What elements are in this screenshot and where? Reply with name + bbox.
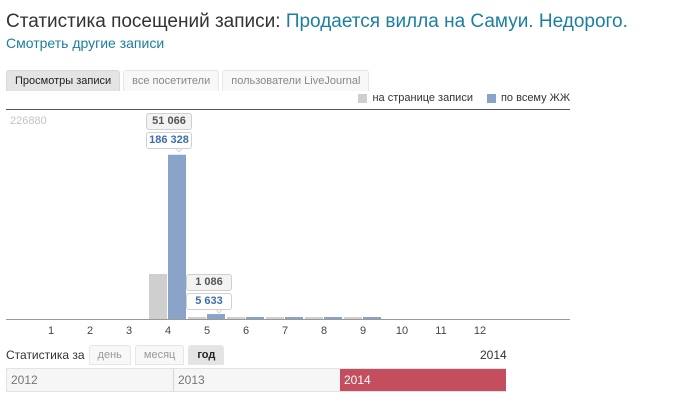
- current-year-label: 2014: [480, 348, 507, 362]
- bar-all-lj-7[interactable]: [285, 317, 303, 319]
- stats-period-selector: Статистика за день месяц год: [6, 344, 506, 366]
- x-tick-label-11: 11: [435, 325, 446, 337]
- x-tick-label-7: 7: [282, 325, 288, 337]
- bar-on-page-6[interactable]: [227, 317, 245, 319]
- period-day-button[interactable]: день: [88, 345, 131, 365]
- tab-lj-users[interactable]: пользователи LiveJournal: [222, 70, 370, 91]
- x-tick-label-3: 3: [126, 325, 132, 337]
- tooltip-month-5: 1 086 5 633: [186, 274, 232, 310]
- tooltip-value-all-lj: 5 633: [186, 293, 232, 310]
- year-timeline: 2012 2013 2014: [6, 368, 506, 392]
- x-tick-label-5: 5: [204, 325, 210, 337]
- bar-on-page-8[interactable]: [305, 317, 323, 319]
- x-tick-label-8: 8: [321, 325, 327, 337]
- tab-post-views[interactable]: Просмотры записи: [6, 70, 121, 91]
- period-month-button[interactable]: месяц: [134, 345, 185, 365]
- chart-legend: на странице записи по всему ЖЖ: [344, 92, 570, 104]
- bar-all-lj-5[interactable]: [207, 314, 225, 319]
- x-tick-label-12: 12: [474, 325, 486, 337]
- tooltip-value-on-page: 1 086: [186, 274, 232, 291]
- stats-period-label: Статистика за: [6, 348, 85, 362]
- chart-svg: 1 2 3 4 5 6 7 8 9 10 11 12: [6, 109, 570, 337]
- period-year-button[interactable]: год: [188, 345, 225, 365]
- visits-chart: 1 2 3 4 5 6 7 8 9 10 11 12 226880 51 066 186 328 1 …: [6, 109, 570, 347]
- other-posts-link[interactable]: Смотреть другие записи: [6, 35, 165, 51]
- view-tabs: Просмотры записи все посетители пользова…: [6, 70, 372, 92]
- bar-on-page-4[interactable]: [149, 273, 167, 319]
- x-tick-label-6: 6: [243, 325, 249, 337]
- tooltip-value-on-page: 51 066: [146, 113, 192, 130]
- legend-swatch-on-page: [358, 93, 368, 103]
- timeline-year-2013[interactable]: 2013: [173, 369, 340, 391]
- tooltip-value-all-lj: 186 328: [146, 132, 192, 149]
- legend-swatch-all-lj: [486, 93, 496, 103]
- bar-all-lj-8[interactable]: [324, 317, 342, 319]
- x-tick-label-9: 9: [360, 325, 366, 337]
- title-prefix: Статистика посещений записи:: [6, 11, 281, 32]
- bar-all-lj-4[interactable]: [168, 154, 186, 319]
- bar-all-lj-6[interactable]: [246, 317, 264, 319]
- bar-on-page-9[interactable]: [344, 317, 362, 319]
- legend-item-all-lj: по всему ЖЖ: [486, 92, 570, 104]
- legend-label-all-lj: по всему ЖЖ: [500, 92, 570, 104]
- legend-item-on-page: на странице записи: [358, 92, 473, 104]
- x-tick-label-2: 2: [87, 325, 93, 337]
- tab-all-visitors[interactable]: все посетители: [123, 70, 220, 91]
- bar-on-page-5[interactable]: [188, 317, 206, 319]
- post-title-link[interactable]: Продается вилла на Самуи. Недорого.: [285, 11, 628, 32]
- timeline-year-2014[interactable]: 2014: [340, 369, 506, 391]
- tooltip-month-4: 51 066 186 328: [146, 113, 192, 149]
- page-title: Статистика посещений записи: Продается в…: [6, 10, 628, 34]
- x-tick-label-10: 10: [396, 325, 408, 337]
- y-axis-max-label: 226880: [10, 115, 47, 127]
- x-tick-label-4: 4: [165, 325, 171, 337]
- timeline-year-2012[interactable]: 2012: [11, 373, 38, 387]
- bar-on-page-7[interactable]: [266, 317, 284, 319]
- bar-all-lj-9[interactable]: [363, 317, 381, 319]
- x-tick-label-1: 1: [48, 325, 54, 337]
- legend-label-on-page: на странице записи: [372, 92, 473, 104]
